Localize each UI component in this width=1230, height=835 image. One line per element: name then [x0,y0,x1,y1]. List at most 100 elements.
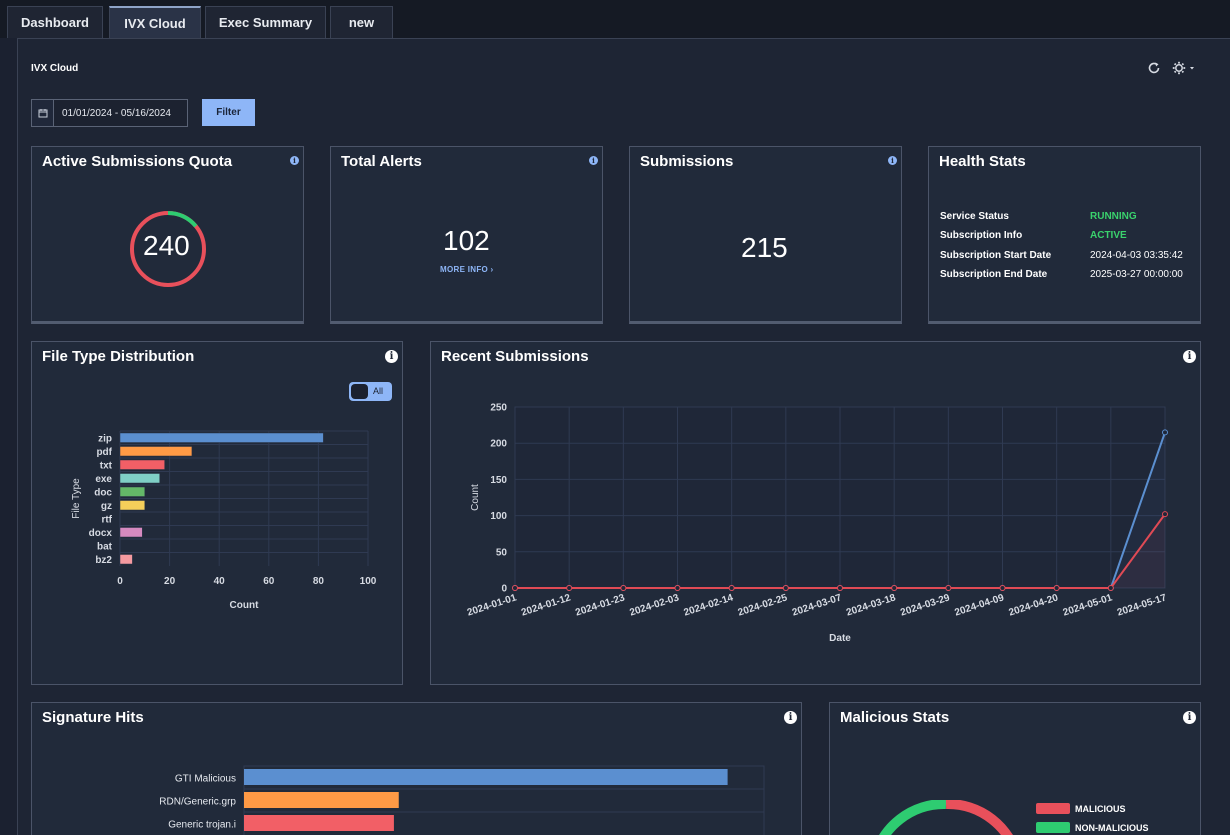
data-point [512,585,518,591]
data-point [945,585,952,591]
health-label: Service Status [940,211,1009,222]
info-icon[interactable]: i [888,156,897,165]
info-icon[interactable]: i [1183,350,1196,363]
y-tick-label: 150 [490,475,507,486]
x-tick-label: 2024-03-07 [791,592,843,618]
signature-card: Signature Hits i [31,702,802,835]
info-icon[interactable]: i [385,350,398,363]
info-icon[interactable]: i [589,156,598,165]
signature-chart: GTI Malicious RDN/Generic.grp Generic troj… [159,765,765,835]
data-point [891,585,898,591]
date-range-input[interactable] [54,99,188,127]
x-tick-label: 2024-05-01 [1062,592,1114,618]
health-label: Subscription End Date [940,269,1048,280]
bar [244,815,394,831]
bar [244,769,728,785]
health-title: Health Stats [939,153,1026,170]
legend-malicious[interactable]: MALICIOUS [1036,803,1126,814]
calendar-icon[interactable] [31,99,54,127]
bar [119,500,146,511]
malicious-title: Malicious Stats [840,709,950,726]
y-tick-label: docx [89,528,113,539]
health-value: 2025-03-27 00:00:00 [1090,269,1183,280]
panel-title: IVX Cloud [31,63,79,74]
x-tick-label: 2024-04-09 [953,592,1005,618]
bar [244,792,399,808]
date-range-picker [31,99,188,127]
data-point [674,585,681,591]
submissions-title: Submissions [640,153,734,170]
y-axis-label: Count [470,484,481,511]
tab-exec-summary[interactable]: Exec Summary [205,6,326,38]
x-tick-label: 2024-04-20 [1008,592,1060,618]
y-tick-label: GTI Malicious [175,774,236,785]
data-point [1162,429,1168,436]
health-value: RUNNING [1090,211,1137,222]
bar [119,446,193,457]
info-icon[interactable]: i [290,156,299,165]
legend-swatch [1036,822,1070,833]
y-tick-label: exe [95,474,112,485]
legend-label: NON-MALICIOUS [1075,822,1149,833]
y-tick-label: 0 [501,584,507,595]
y-tick-label: bz2 [95,555,112,566]
file-type-title: File Type Distribution [42,348,195,365]
tab-new[interactable]: new [330,6,393,38]
health-value: ACTIVE [1090,230,1127,241]
y-tick-label: 200 [490,439,507,450]
tab-dashboard[interactable]: Dashboard [7,6,103,38]
filter-button[interactable]: Filter [202,99,255,126]
x-tick-label: 2024-01-12 [520,592,572,618]
x-tick-label: 2024-02-14 [683,592,735,618]
refresh-icon[interactable] [1147,61,1161,78]
y-tick-label: gz [101,501,112,512]
quota-card: Active Submissions Quota i 240 [31,146,304,324]
quota-ring [130,211,206,287]
legend-swatch [1036,803,1070,814]
info-icon[interactable]: i [784,711,797,724]
toggle-knob [351,384,368,399]
x-axis-label: Count [230,600,260,611]
data-point [1053,585,1060,591]
all-toggle[interactable]: All [349,382,392,401]
bar [119,486,146,497]
bar [119,527,143,538]
malicious-card: Malicious Stats i [829,702,1201,835]
x-tick-label: 80 [313,576,325,587]
alerts-card: Total Alerts i 102 MORE INFO › [330,146,603,324]
data-point [620,585,627,591]
health-value: 2024-04-03 03:35:42 [1090,250,1183,261]
info-icon[interactable]: i [1183,711,1196,724]
x-tick-label: 20 [164,576,176,587]
gear-icon[interactable] [1172,61,1198,78]
y-axis-label: File Type [71,478,82,519]
y-tick-label: txt [100,460,113,471]
bar [119,473,160,484]
submissions-card: Submissions i 215 [629,146,902,324]
x-tick-label: 2024-02-25 [737,592,789,618]
tab-ivx-cloud[interactable]: IVX Cloud [109,6,201,38]
data-point [728,585,735,591]
y-tick-label: rtf [101,514,112,525]
more-info-link[interactable]: MORE INFO › [440,265,494,274]
x-tick-label: 2024-05-17 [1116,592,1168,618]
data-point [837,585,843,591]
data-point [1107,585,1114,591]
y-tick-label: Generic trojan.i [168,820,236,831]
toggle-label: All [373,386,384,396]
malicious-donut [879,800,1013,835]
quota-value: 240 [143,230,190,261]
y-tick-label: doc [94,487,112,498]
y-tick-label: bat [97,541,113,552]
x-tick-label: 60 [263,576,275,587]
data-point [566,585,573,591]
legend-non-malicious[interactable]: NON-MALICIOUS [1036,822,1149,833]
x-tick-label: 0 [117,576,123,587]
alerts-value: 102 [443,225,490,256]
quota-title: Active Submissions Quota [42,153,233,170]
y-tick-label: 50 [496,547,508,558]
bar [119,459,165,470]
x-tick-label: 2024-01-23 [574,592,626,618]
health-label: Subscription Start Date [940,250,1052,261]
